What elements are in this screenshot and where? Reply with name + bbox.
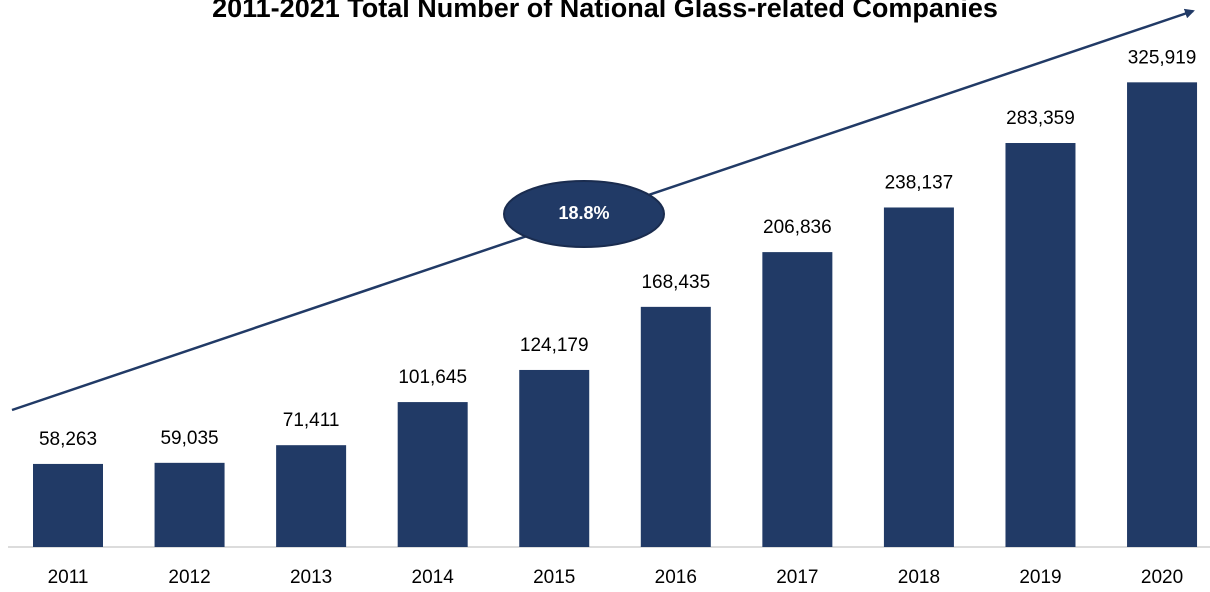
bar [883, 207, 954, 547]
x-tick-label: 2011 [48, 567, 89, 588]
bar [762, 252, 833, 547]
x-tick-label: 2020 [1141, 567, 1183, 588]
x-tick-label: 2018 [898, 567, 940, 588]
data-label: 59,035 [160, 428, 218, 449]
bar [397, 402, 468, 547]
data-label: 206,836 [763, 217, 832, 238]
bar [1005, 143, 1076, 547]
bar [519, 369, 590, 547]
x-tick-label: 2012 [168, 567, 210, 588]
bar [640, 306, 711, 547]
bar [276, 445, 347, 547]
x-tick-label: 2019 [1019, 567, 1061, 588]
data-label: 238,137 [885, 173, 954, 194]
bar [154, 462, 225, 547]
data-label: 283,359 [1006, 108, 1075, 129]
data-label: 101,645 [398, 367, 467, 388]
data-label: 58,263 [39, 429, 97, 450]
x-tick-label: 2017 [776, 567, 818, 588]
cagr-badge [503, 180, 665, 248]
chart-title: 2011-2021 Total Number of National Glass… [212, 0, 998, 23]
data-label: 71,411 [283, 410, 340, 431]
data-label: 325,919 [1128, 47, 1197, 68]
bar [33, 463, 103, 547]
x-tick-label: 2014 [412, 567, 455, 588]
data-label: 124,179 [520, 335, 589, 356]
bar [1127, 82, 1198, 547]
x-tick-label: 2013 [290, 567, 332, 588]
data-label: 168,435 [641, 272, 710, 293]
x-tick-label: 2016 [655, 567, 697, 588]
x-tick-label: 2015 [533, 567, 575, 588]
cagr-label: 18.8% [558, 203, 609, 223]
